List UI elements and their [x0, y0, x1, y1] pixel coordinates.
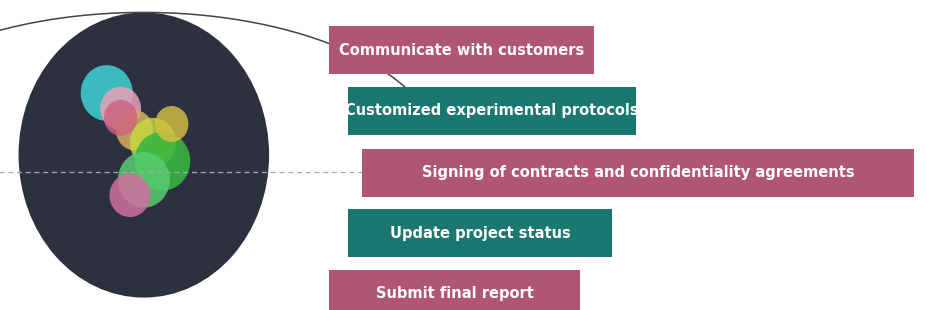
Ellipse shape — [118, 152, 170, 208]
Ellipse shape — [130, 118, 176, 167]
Ellipse shape — [104, 100, 137, 136]
Ellipse shape — [81, 65, 133, 121]
Ellipse shape — [155, 106, 188, 142]
Text: Customized experimental protocols: Customized experimental protocols — [345, 103, 638, 118]
Ellipse shape — [116, 110, 153, 150]
Ellipse shape — [100, 87, 141, 130]
Text: Signing of contracts and confidentiality agreements: Signing of contracts and confidentiality… — [421, 165, 854, 180]
FancyBboxPatch shape — [329, 26, 593, 74]
FancyBboxPatch shape — [348, 87, 635, 135]
Text: Submit final report: Submit final report — [375, 286, 533, 301]
FancyBboxPatch shape — [362, 149, 913, 197]
FancyBboxPatch shape — [348, 209, 612, 257]
Ellipse shape — [134, 132, 190, 191]
Ellipse shape — [109, 174, 150, 217]
Ellipse shape — [19, 12, 269, 298]
Text: Communicate with customers: Communicate with customers — [338, 43, 584, 58]
Text: Update project status: Update project status — [389, 226, 570, 241]
FancyBboxPatch shape — [329, 270, 579, 310]
